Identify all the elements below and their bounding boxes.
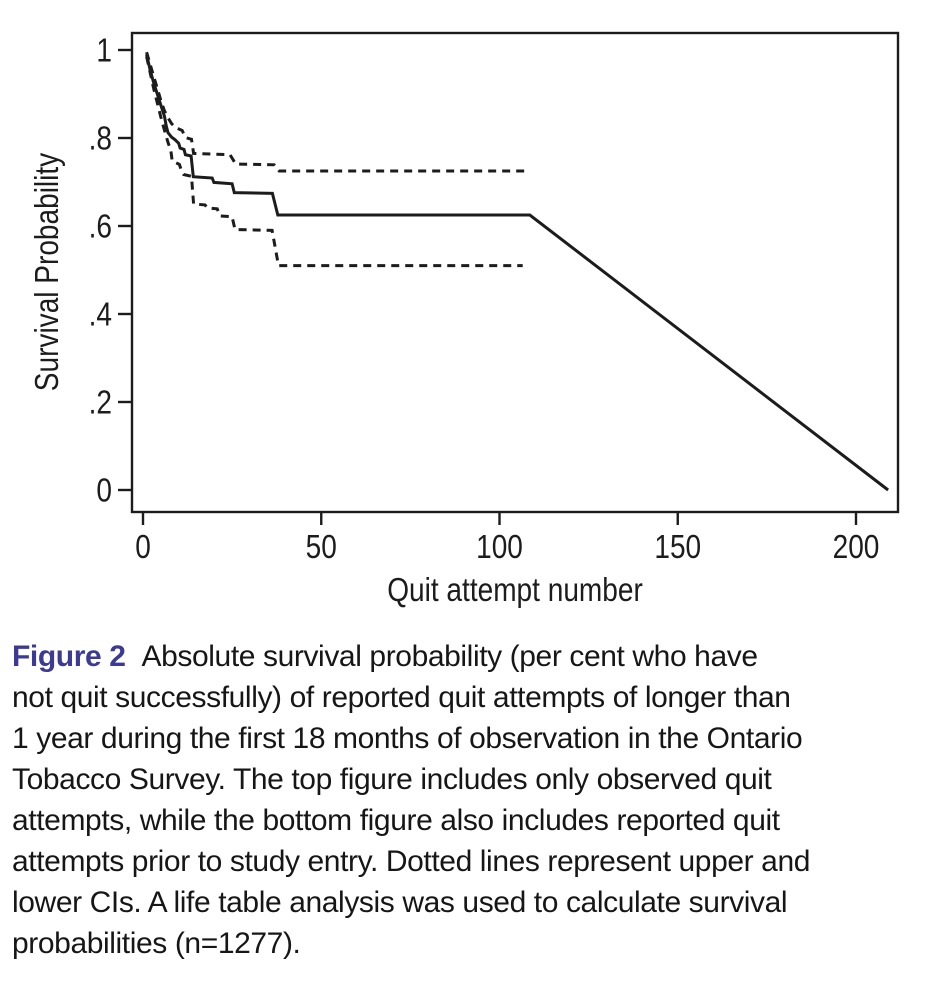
upper-ci-line xyxy=(145,51,527,173)
caption-line: Tobacco Survey. The top figure includes … xyxy=(12,763,772,796)
y-tick-label: 0 xyxy=(96,472,112,509)
y-tick-label: 1 xyxy=(96,32,112,69)
chart-area: 0 50 100 150 200 1 .8 .6 .4 .2 0 Quit attempt numb… xyxy=(29,31,900,609)
y-tick-label: .6 xyxy=(89,208,112,245)
caption-line: attempts prior to study entry. Dotted li… xyxy=(12,845,811,878)
x-tick-label: 150 xyxy=(654,529,701,566)
survival-estimate-line xyxy=(145,54,890,492)
caption-line: not quit successfully) of reported quit … xyxy=(12,681,791,714)
y-tick-label: .8 xyxy=(89,120,112,157)
plot-frame xyxy=(130,31,900,514)
x-tick-label: 100 xyxy=(476,529,523,566)
x-axis-title: Quit attempt number xyxy=(387,572,643,609)
caption-line: 1 year during the first 18 months of obs… xyxy=(12,722,803,755)
caption-text: Absolute survival probability (per cent … xyxy=(141,640,759,673)
x-tick-label: 50 xyxy=(306,529,337,566)
survival-chart: 0 50 100 150 200 1 .8 .6 .4 .2 0 Quit attempt numb… xyxy=(29,31,900,609)
x-tick-label: 0 xyxy=(135,529,151,566)
y-tick-label: .4 xyxy=(89,296,112,333)
lower-ci-line xyxy=(145,56,523,268)
figure-label: Figure 2 xyxy=(12,640,126,673)
y-tick-label: .2 xyxy=(89,384,112,421)
caption-line: Figure 2 Absolute survival probability (p… xyxy=(12,636,942,677)
caption-line: probabilities (n=1277). xyxy=(12,927,301,960)
caption-line: attempts, while the bottom figure also i… xyxy=(12,804,780,837)
y-axis-title: Survival Probability xyxy=(29,152,66,391)
x-tick-label: 200 xyxy=(833,529,880,566)
caption-line: lower CIs. A life table analysis was use… xyxy=(12,886,788,919)
figure-caption: Figure 2 Absolute survival probability (p… xyxy=(12,636,942,964)
